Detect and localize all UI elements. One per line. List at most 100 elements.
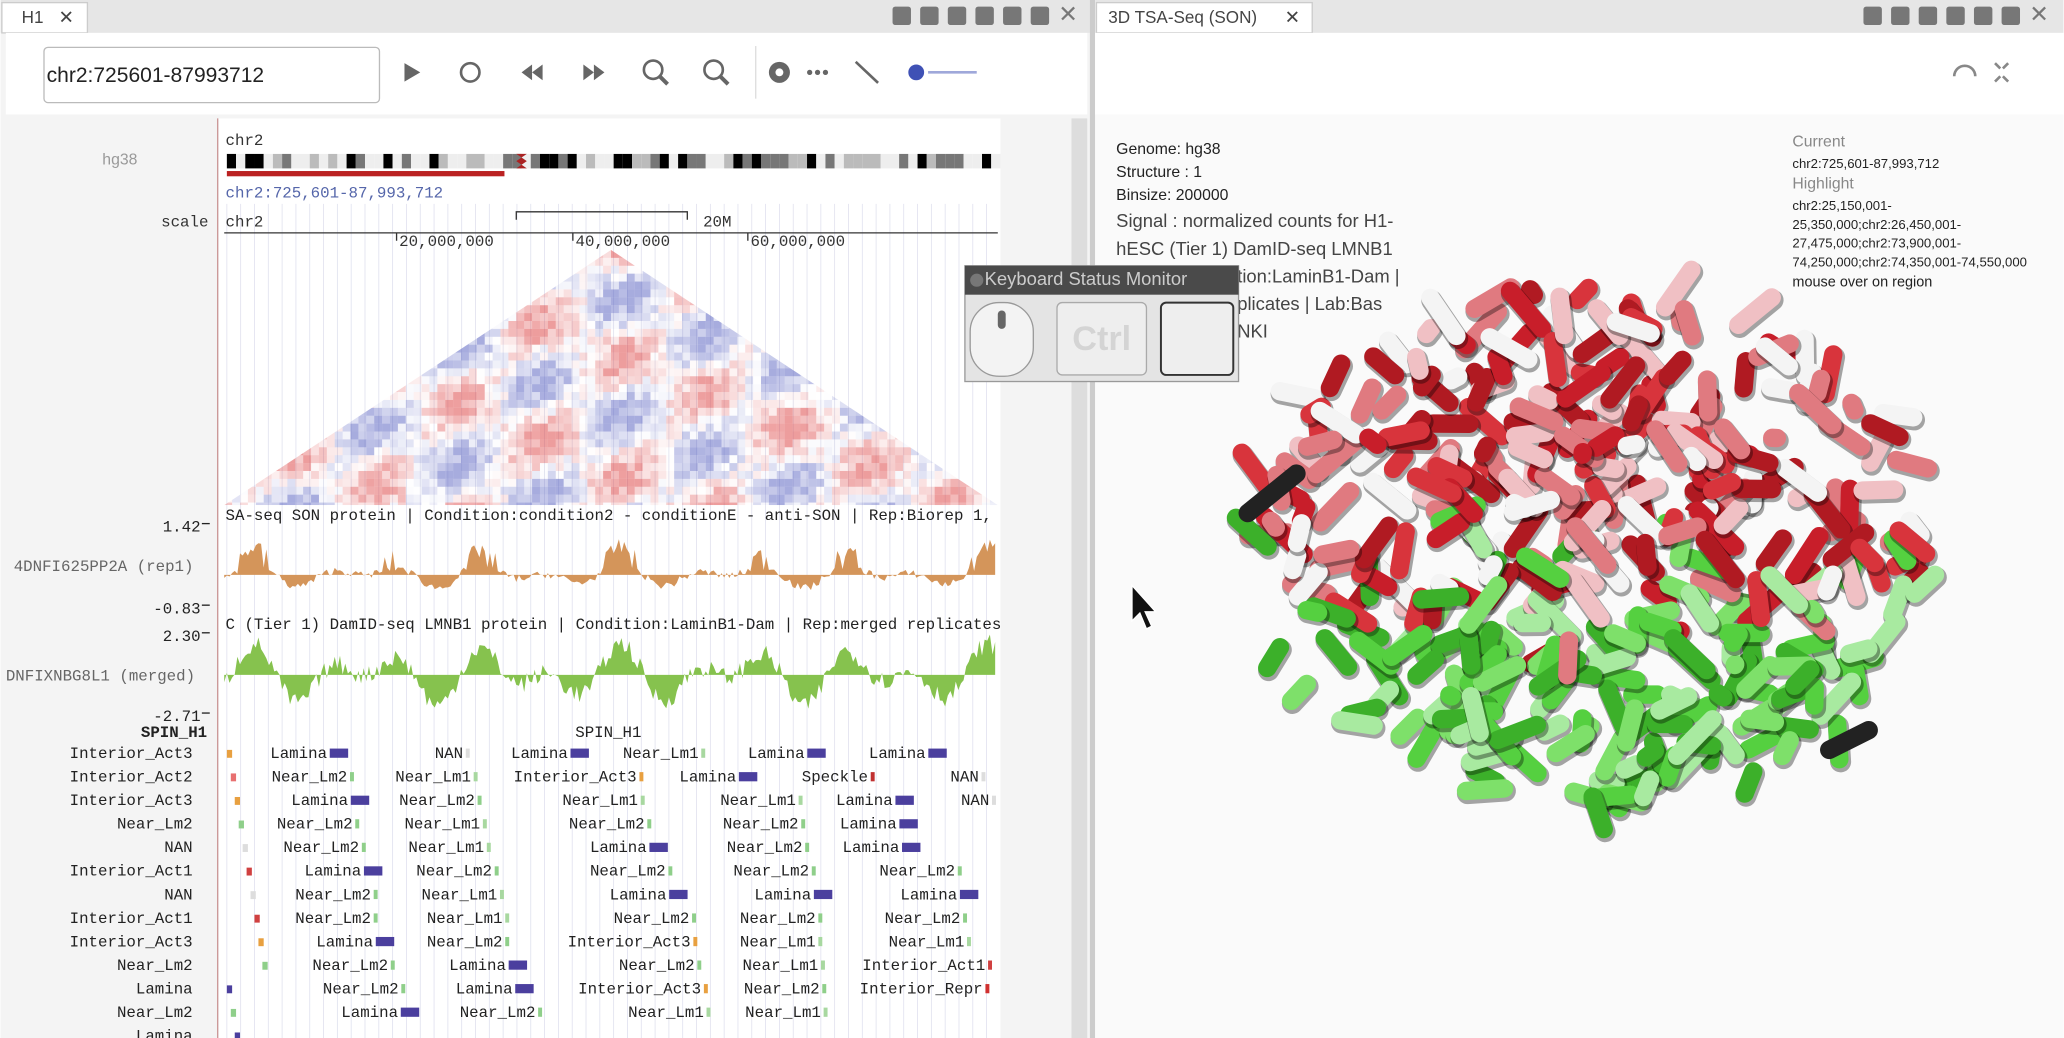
chain-segment [1566, 517, 1617, 574]
chain-segment [1887, 450, 1938, 478]
ideogram-band [420, 153, 430, 169]
icon[interactable] [920, 6, 939, 25]
heat-cell [595, 336, 604, 345]
heat-cell [666, 494, 675, 503]
heat-cell [768, 399, 777, 408]
heat-cell [524, 376, 533, 385]
heat-cell [232, 502, 241, 506]
heat-cell [508, 455, 517, 464]
play-button[interactable] [404, 63, 421, 82]
heat-cell [413, 463, 422, 471]
ideogram-band [687, 153, 697, 169]
icon[interactable] [975, 6, 994, 25]
icon-close[interactable]: ✕ [2029, 2, 2049, 28]
heat-cell [618, 399, 627, 408]
heat-cell [618, 313, 627, 322]
heat-cell [682, 368, 690, 377]
heat-cell [753, 407, 761, 416]
forward-button[interactable] [583, 64, 594, 81]
heat-cell [492, 384, 501, 393]
heat-cell [279, 502, 288, 506]
refresh-button[interactable] [459, 61, 481, 83]
chain-segment [1650, 687, 1698, 720]
ideogram-band [272, 153, 283, 169]
splitter[interactable] [1089, 0, 1096, 1038]
zoom-in-button[interactable] [642, 59, 664, 81]
heat-cell [682, 313, 690, 322]
heat-cell [682, 321, 690, 329]
heat-cell [374, 470, 383, 479]
heat-cell [579, 407, 588, 416]
more-dot[interactable] [814, 69, 821, 75]
chain-segment [1761, 378, 1801, 401]
locus-text[interactable]: chr2:725601-87993712 [47, 64, 265, 87]
rewind-button[interactable] [521, 64, 533, 81]
heat-cell [342, 478, 351, 487]
heat-cell [658, 368, 667, 377]
icon[interactable] [2001, 6, 2021, 25]
heat-cell [737, 368, 746, 377]
scrollbar[interactable] [1071, 118, 1088, 1038]
heat-cell [539, 313, 548, 322]
heat-cell [855, 494, 864, 503]
heat-cell [682, 384, 690, 393]
heat-cell [682, 360, 690, 369]
icon[interactable] [1030, 6, 1050, 25]
tab[interactable] [1, 1, 89, 34]
icon[interactable] [1003, 6, 1022, 25]
heat-cell [626, 281, 635, 290]
chain-segment [1775, 717, 1819, 739]
heat-cell [698, 416, 706, 424]
heat-cell [579, 416, 587, 424]
spin-block [801, 819, 806, 829]
icon[interactable] [947, 6, 967, 25]
monitor-close[interactable] [970, 273, 984, 287]
zoom-out-button[interactable] [703, 59, 725, 81]
heat-cell [666, 399, 675, 408]
spin-item: Near_Lm2 [727, 839, 803, 857]
heat-cell [737, 415, 746, 424]
icon[interactable] [1946, 6, 1965, 25]
heat-cell [516, 486, 525, 495]
view-icon[interactable] [1952, 64, 1977, 77]
forward-button[interactable] [593, 64, 605, 81]
heat-cell [729, 336, 738, 345]
spin-item: Interior_Act1 [862, 957, 985, 975]
more-dot[interactable] [807, 69, 813, 75]
heat-cell [666, 423, 675, 432]
heat-cell [603, 486, 612, 495]
chain-segment [1710, 724, 1745, 765]
collapse-icon[interactable] [1994, 62, 2010, 83]
icon[interactable] [892, 6, 911, 25]
unlink-button[interactable] [854, 60, 879, 84]
heat-cell [705, 423, 714, 432]
spin-block [242, 844, 248, 852]
highlight-line: 27,475,000;chr2:73,900,001- [1792, 236, 1961, 251]
heat-cell [966, 494, 975, 503]
heat-cell [492, 478, 501, 487]
icon[interactable] [1918, 6, 1938, 25]
ideogram-band [816, 153, 826, 169]
chain-segment [1588, 771, 1625, 793]
heat-cell [737, 392, 746, 400]
heat-cell [658, 407, 667, 416]
rewind-button[interactable] [532, 64, 543, 81]
chain-segment [1697, 370, 1718, 422]
locus-input[interactable] [43, 46, 381, 104]
heat-cell [879, 431, 888, 440]
heat-cell [816, 471, 824, 479]
icon[interactable] [1891, 6, 1910, 25]
icon[interactable] [1973, 6, 1993, 25]
icon[interactable] [1863, 6, 1882, 25]
more-dot[interactable] [822, 69, 829, 75]
tab-close[interactable]: ✕ [1285, 6, 1300, 27]
tab-close[interactable]: ✕ [58, 6, 73, 27]
heat-cell [532, 321, 540, 329]
slider-thumb[interactable] [908, 64, 925, 81]
icon-close[interactable]: ✕ [1058, 2, 1078, 28]
heat-cell [461, 463, 469, 471]
spin-block [823, 1007, 828, 1017]
tab[interactable] [1095, 1, 1313, 34]
heat-cell [461, 352, 469, 361]
spin-block [820, 960, 825, 970]
